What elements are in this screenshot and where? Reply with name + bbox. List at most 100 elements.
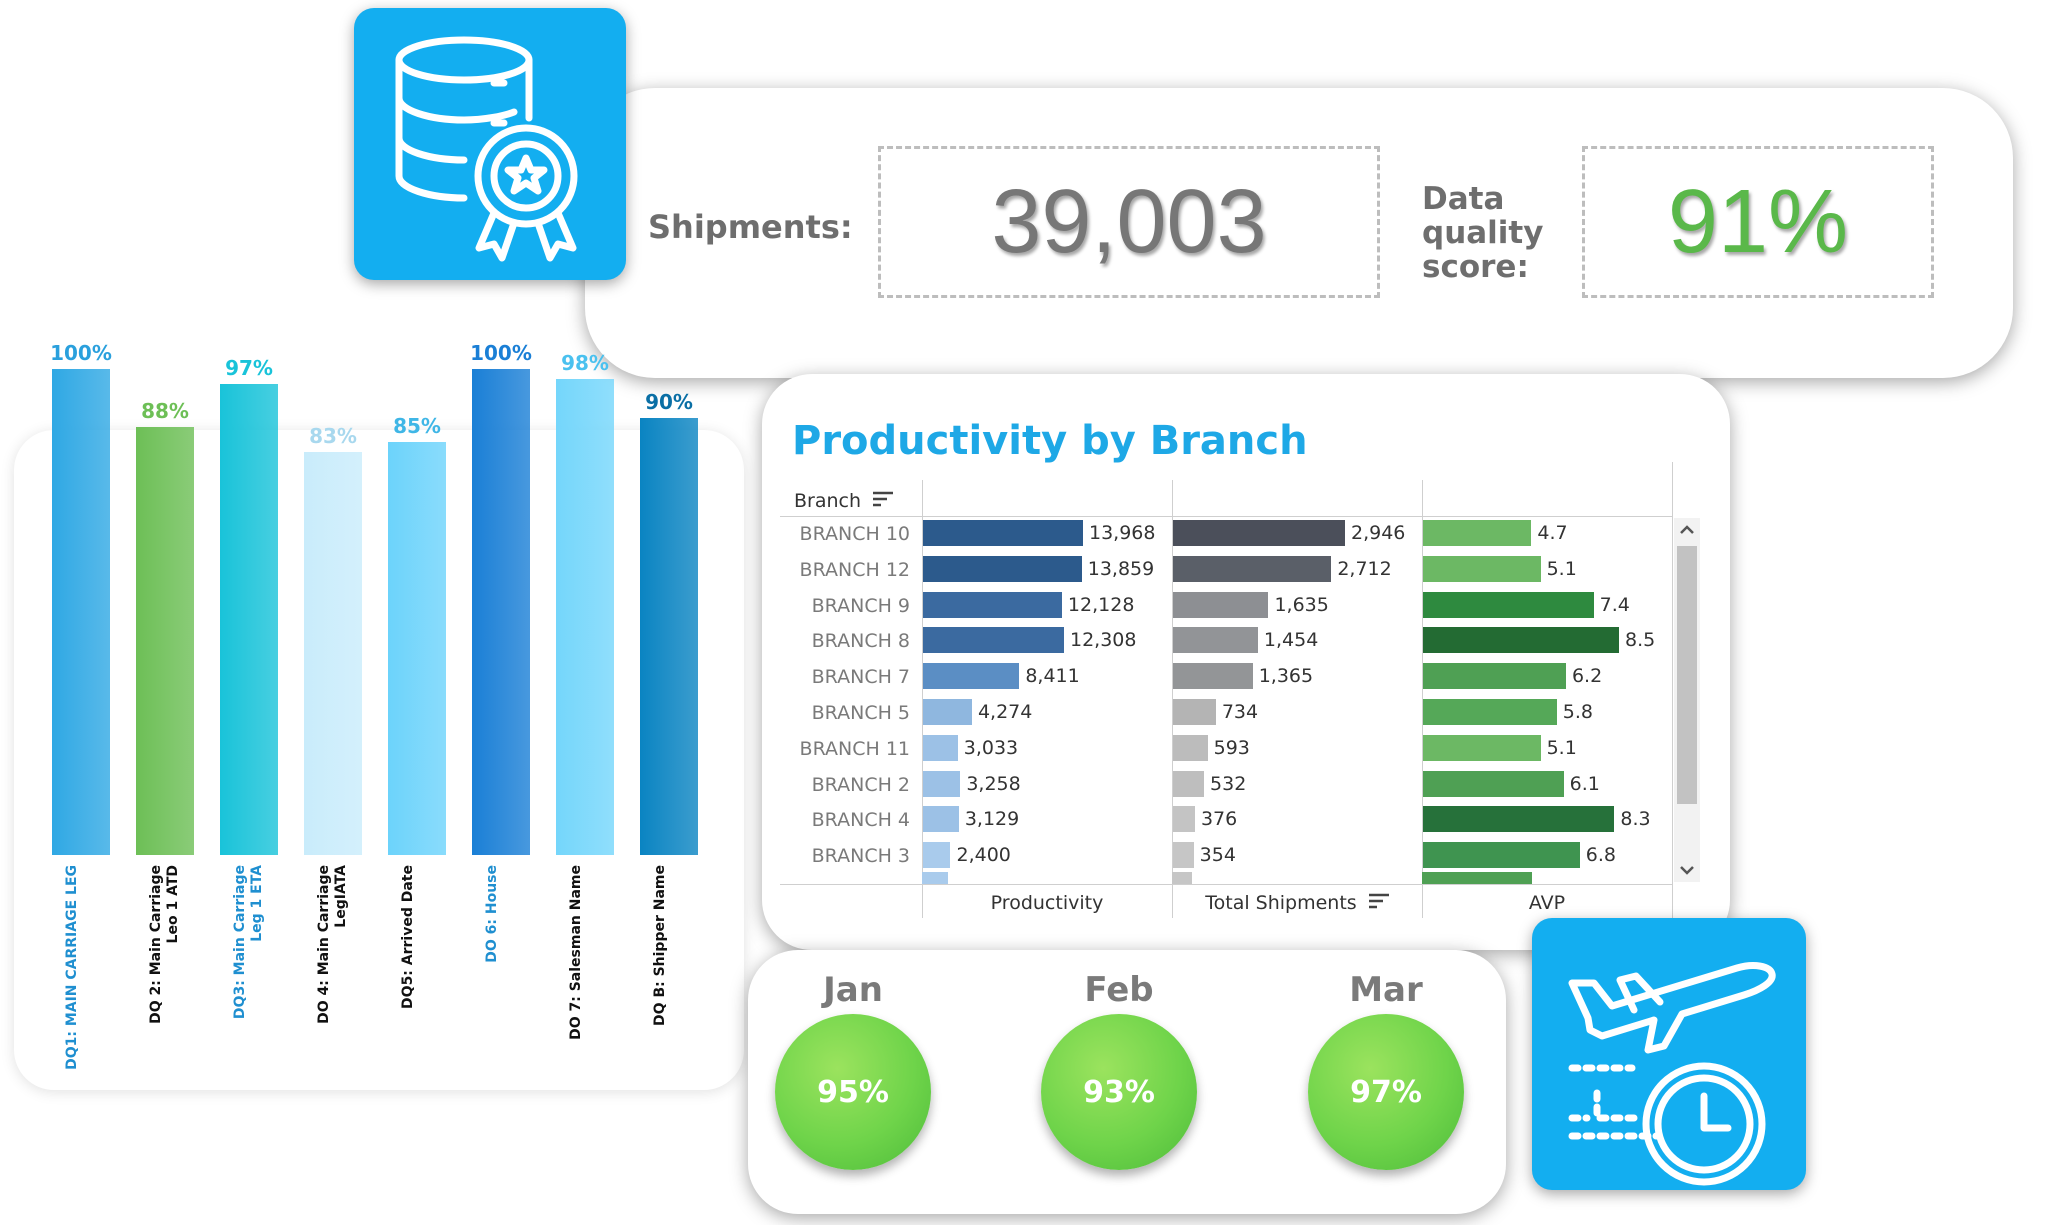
branch-bar-value: 593 (1213, 736, 1250, 759)
branch-bar-avp[interactable] (1423, 627, 1619, 654)
branch-bar-value: 3,258 (966, 772, 1021, 795)
scroll-down-icon[interactable] (1674, 858, 1700, 882)
scroll-thumb[interactable] (1677, 546, 1697, 804)
branch-bar-avp[interactable] (1423, 699, 1557, 725)
branch-bar-productivity[interactable] (923, 627, 1064, 654)
branch-row-label[interactable]: BRANCH 10 (799, 523, 910, 545)
branch-bar-productivity[interactable] (923, 842, 951, 869)
dq-bar (220, 383, 278, 855)
dq-value-label: 97% (225, 355, 273, 380)
branch-row-label[interactable]: BRANCH 9 (811, 594, 910, 617)
branch-bar-avp[interactable] (1423, 555, 1541, 582)
branch-bar-value: 5.1 (1546, 557, 1577, 580)
branch-row-label[interactable]: BRANCH 8 (811, 630, 910, 653)
branch-bar-value: 6.2 (1571, 665, 1603, 688)
branch-bar-total-shipments[interactable] (1173, 663, 1253, 690)
dq-bar (556, 378, 614, 855)
branch-bar-productivity[interactable] (923, 806, 959, 833)
branch-bar-total-shipments[interactable] (1173, 627, 1258, 654)
branch-bar-value: 13,859 (1087, 557, 1155, 580)
branch-bar-total-shipments[interactable] (1173, 520, 1345, 546)
branch-bar-total-shipments[interactable] (1173, 770, 1205, 797)
branch-bar-value: 1,365 (1258, 665, 1314, 688)
branch-bar-total-shipments[interactable] (1173, 591, 1269, 618)
scrollbar[interactable] (1674, 518, 1700, 882)
data-quality-label: Data quality score: (1422, 182, 1543, 284)
branch-bar-productivity[interactable] (923, 520, 1083, 546)
branch-bar-value: 13,968 (1089, 522, 1156, 544)
branch-bar-productivity[interactable] (923, 663, 1020, 690)
branch-row-label[interactable]: BRANCH 12 (799, 558, 910, 581)
branch-row-label[interactable]: BRANCH 4 (811, 809, 910, 832)
dq-category-label: DO 6: House (484, 865, 500, 963)
month-score-circle: 97% (1308, 1014, 1464, 1170)
dq-category-label: DQ3: Main Carriage Leg 1 ETA (232, 865, 265, 1020)
branch-bar-productivity[interactable] (923, 770, 961, 797)
branch-bar-value: 4,274 (977, 701, 1033, 723)
airplane-icon-tile (1532, 918, 1806, 1190)
airplane-clock-icon (1568, 962, 1776, 1186)
branch-bar-avp[interactable] (1423, 591, 1594, 618)
dq-label-line2: quality (1422, 215, 1544, 251)
branch-bar-productivity[interactable] (923, 734, 958, 761)
dq-bar (136, 427, 194, 855)
branch-bar-value: 2,946 (1351, 522, 1406, 544)
branch-bar-avp[interactable] (1423, 663, 1566, 690)
branch-bar-avp[interactable] (1423, 520, 1532, 546)
branch-bar-value: 12,308 (1069, 629, 1137, 652)
branch-header[interactable]: Branch (794, 490, 894, 513)
dq-category-label: DO 4: Main Carriage LegIATA (316, 865, 349, 1024)
branch-row-label[interactable]: BRANCH 3 (811, 845, 910, 868)
branch-bar-avp[interactable] (1423, 770, 1564, 797)
branch-bar-avp[interactable] (1423, 806, 1615, 833)
dq-value-label: 98% (561, 350, 609, 375)
branch-header-label: Branch (794, 490, 862, 512)
branch-bar-productivity[interactable] (923, 555, 1082, 582)
productivity-title: Productivity by Branch (792, 418, 1308, 464)
dq-bar (304, 451, 362, 855)
branch-bar-productivity[interactable] (923, 591, 1062, 618)
month-label: Mar (1349, 970, 1423, 1010)
dq-bar (472, 369, 530, 855)
sort-icon[interactable] (873, 490, 894, 513)
branch-bar-value: 2,712 (1337, 557, 1392, 580)
branch-bar-value: 376 (1200, 808, 1238, 831)
footer-divider (780, 884, 1672, 885)
branch-bar-value: 7.4 (1599, 593, 1630, 616)
branch-bar-value: 4.7 (1537, 522, 1568, 544)
dq-category-label: DO 7: Salesman Name (568, 865, 584, 1040)
branch-row-label[interactable]: BRANCH 2 (811, 773, 910, 796)
grid-line (1172, 480, 1173, 918)
branch-bar-total-shipments[interactable] (1173, 699, 1216, 725)
data-quality-value: 91% (1582, 146, 1934, 298)
column-header-total-shipments[interactable]: Total Shipments (1172, 892, 1422, 915)
dq-value-label: 88% (141, 399, 189, 424)
branch-bar-productivity[interactable] (923, 699, 972, 725)
dq-category-label: DQ B: Shipper Name (652, 865, 668, 1026)
branch-row-label[interactable]: BRANCH 7 (811, 666, 910, 689)
branch-bar-total-shipments[interactable] (1173, 842, 1194, 869)
dq-category-label: DQ 2: Main Carriage Leo 1 ATD (148, 865, 181, 1024)
branch-bar-avp[interactable] (1423, 842, 1580, 869)
grid-line (922, 480, 923, 918)
branch-bar-value: 734 (1221, 701, 1259, 723)
month-score-circle: 93% (1041, 1014, 1197, 1170)
branch-bar-total-shipments[interactable] (1173, 806, 1195, 833)
branch-bar-total-shipments[interactable] (1173, 734, 1208, 761)
branch-bar-value: 3,129 (964, 808, 1020, 831)
branch-bar-value: 354 (1199, 844, 1236, 867)
kpi-card (585, 88, 2013, 378)
branch-bar-avp[interactable] (1423, 734, 1541, 761)
branch-row-label[interactable]: BRANCH 11 (799, 737, 910, 760)
branch-bar-value: 1,454 (1263, 629, 1319, 652)
branch-bar-total-shipments[interactable] (1173, 555, 1332, 582)
dq-bar (52, 369, 110, 855)
dq-value-label: 83% (309, 423, 357, 448)
branch-row-label[interactable]: BRANCH 5 (811, 702, 910, 724)
month-label: Feb (1084, 970, 1154, 1010)
scroll-up-icon[interactable] (1674, 518, 1700, 542)
branch-bar-value: 6.8 (1585, 844, 1617, 867)
sort-icon[interactable] (1368, 892, 1389, 915)
dq-bar (640, 417, 698, 855)
branch-bar-value: 3,033 (963, 736, 1019, 759)
